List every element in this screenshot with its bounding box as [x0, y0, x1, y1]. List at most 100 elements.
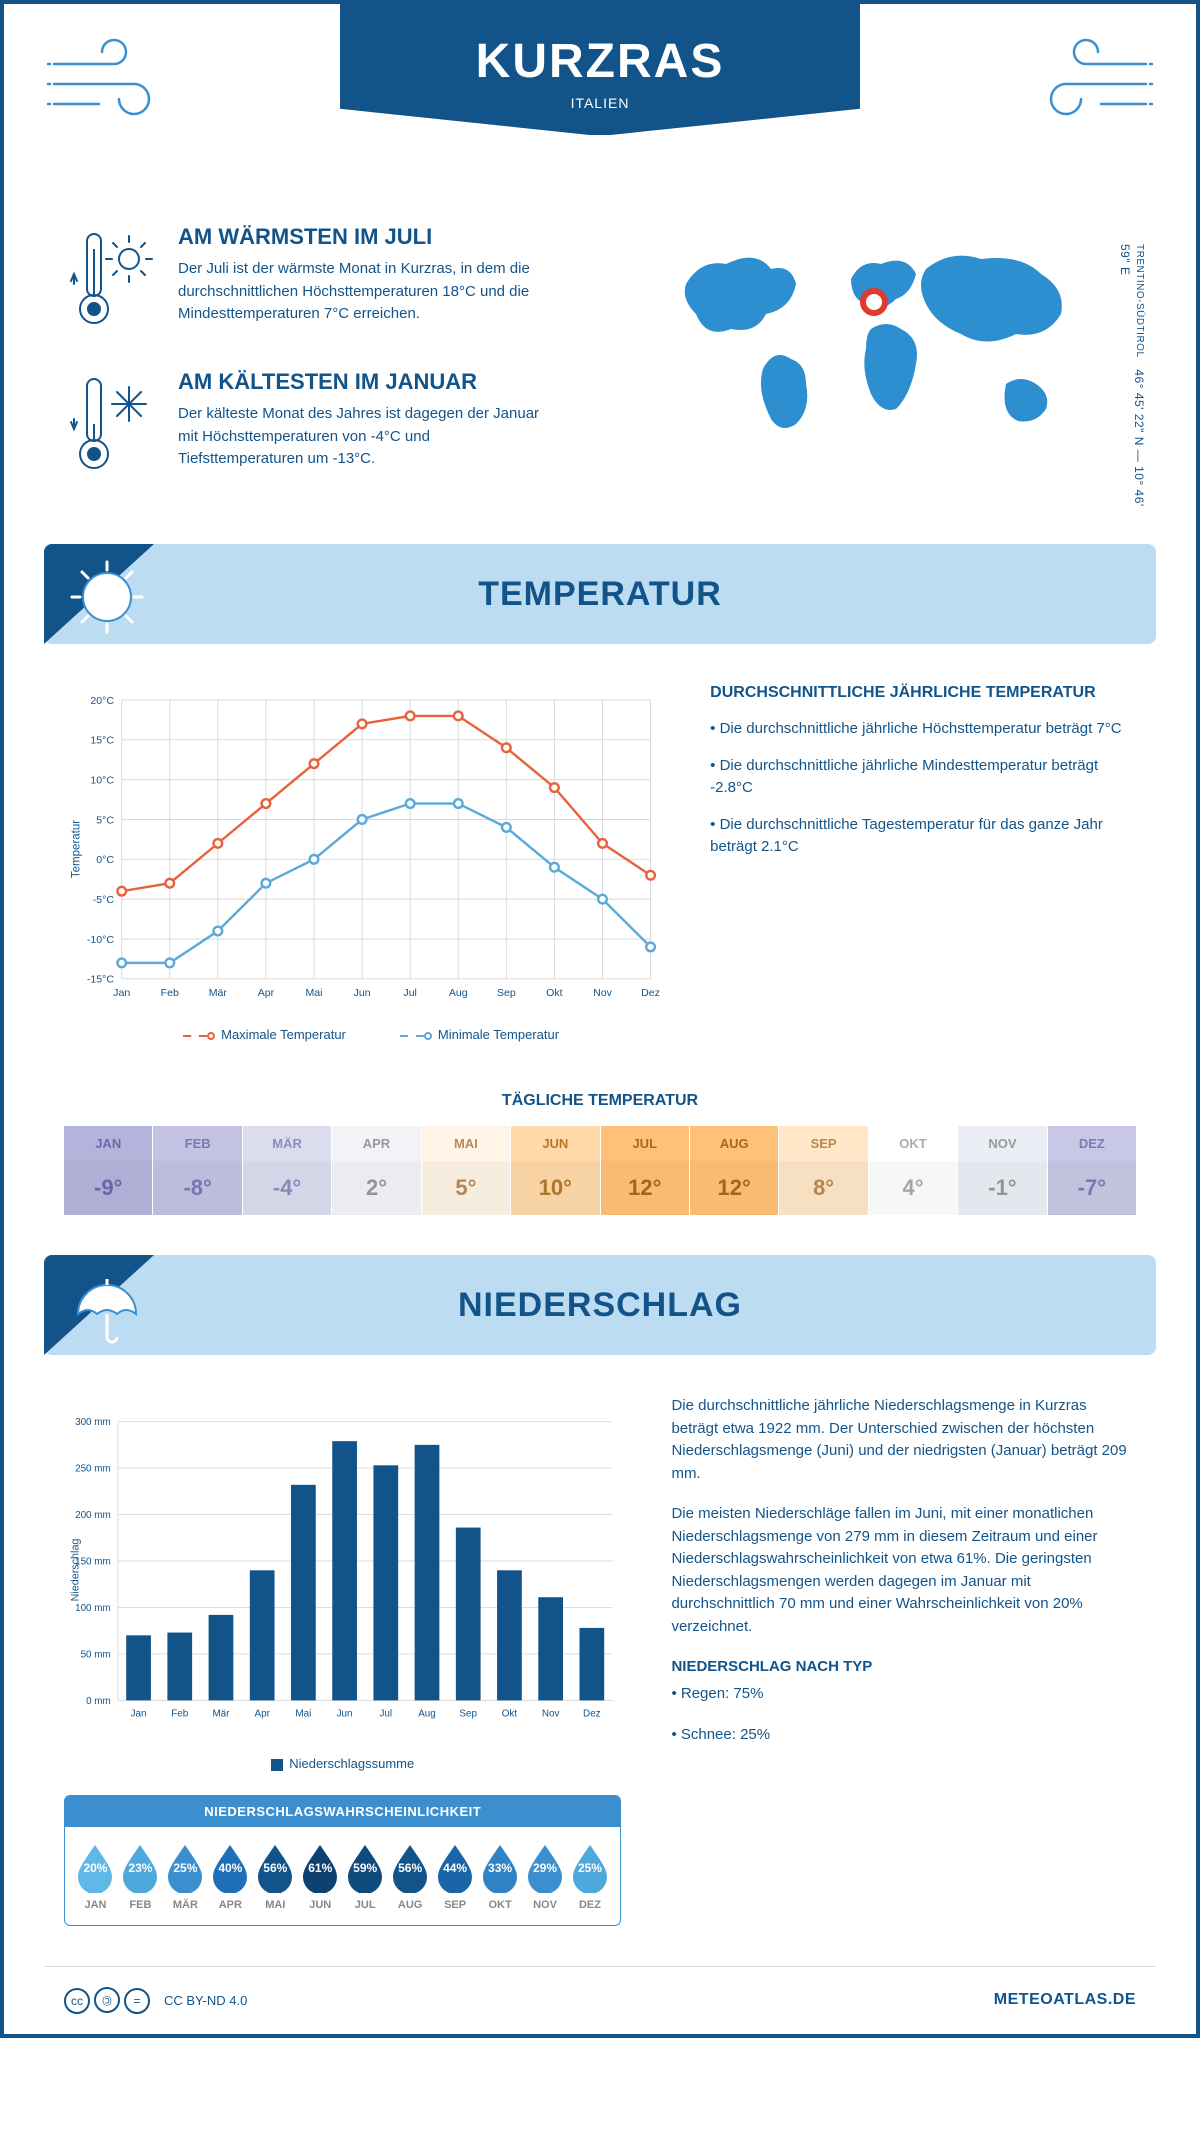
daily-temp-cell: OKT4° — [869, 1126, 958, 1215]
precip-notes: Die durchschnittliche jährliche Niedersc… — [671, 1395, 1136, 1926]
precip-prob-cell: 33%OKT — [478, 1841, 523, 1911]
svg-text:300 mm: 300 mm — [75, 1417, 111, 1428]
daily-temp-cell: MÄR-4° — [243, 1126, 332, 1215]
precip-prob-cell: 61%JUN — [298, 1841, 343, 1911]
page-title: KURZRAS — [340, 34, 860, 89]
precip-type-item: • Schnee: 25% — [671, 1724, 1136, 1747]
svg-text:Jun: Jun — [337, 1709, 353, 1720]
svg-text:Apr: Apr — [258, 987, 275, 999]
title-banner: KURZRAS ITALIEN — [340, 4, 860, 135]
svg-text:Jul: Jul — [379, 1709, 392, 1720]
precip-prob-cell: 59%JUL — [343, 1841, 388, 1911]
header: KURZRAS ITALIEN — [4, 4, 1196, 204]
svg-text:Feb: Feb — [171, 1709, 189, 1720]
temp-title: TEMPERATUR — [478, 575, 722, 614]
svg-text:Nov: Nov — [593, 987, 613, 999]
daily-temp-cell: JAN-9° — [64, 1126, 153, 1215]
precip-body: 0 mm50 mm100 mm150 mm200 mm250 mm300 mmJ… — [4, 1355, 1196, 1946]
wind-icon — [44, 34, 174, 129]
temp-note-bullet: • Die durchschnittliche jährliche Höchst… — [710, 718, 1136, 741]
legend-item: Minimale Temperatur — [382, 1027, 559, 1042]
temp-notes: DURCHSCHNITTLICHE JÄHRLICHE TEMPERATUR •… — [710, 684, 1136, 1042]
temp-note-bullet: • Die durchschnittliche Tagestemperatur … — [710, 814, 1136, 859]
daily-temp-cell: MAI5° — [422, 1126, 511, 1215]
daily-temp-cell: SEP8° — [779, 1126, 868, 1215]
daily-temp-cell: JUN10° — [511, 1126, 600, 1215]
svg-text:Jun: Jun — [354, 987, 371, 999]
svg-text:20°C: 20°C — [90, 695, 114, 707]
svg-text:Niederschlag: Niederschlag — [69, 1539, 81, 1602]
svg-text:Nov: Nov — [542, 1709, 560, 1720]
precip-prob-cell: 23%FEB — [118, 1841, 163, 1911]
map-column: TRENTINO-SÜDTIROL 46° 45' 22" N — 10° 46… — [656, 224, 1136, 514]
svg-text:Sep: Sep — [459, 1709, 477, 1720]
brand: METEOATLAS.DE — [994, 1991, 1136, 2009]
temp-body: -15°C-10°C-5°C0°C5°C10°C15°C20°CJanFebMä… — [4, 644, 1196, 1062]
fact-coldest: AM KÄLTESTEN IM JANUAR Der kälteste Mona… — [64, 369, 616, 484]
daily-temp-cell: NOV-1° — [958, 1126, 1047, 1215]
daily-temp-title: TÄGLICHE TEMPERATUR — [4, 1092, 1196, 1110]
precip-prob-cell: 25%DEZ — [567, 1841, 612, 1911]
daily-temp-cell: AUG12° — [690, 1126, 779, 1215]
svg-text:Dez: Dez — [641, 987, 660, 999]
svg-text:10°C: 10°C — [90, 774, 114, 786]
svg-text:-5°C: -5°C — [93, 894, 115, 906]
page: KURZRAS ITALIEN AM WÄRMSTEN IM JULI Der … — [0, 0, 1200, 2038]
svg-text:Aug: Aug — [449, 987, 468, 999]
svg-text:Mär: Mär — [209, 987, 228, 999]
thermometer-sun-icon — [64, 224, 154, 339]
precip-prob-cell: 44%SEP — [433, 1841, 478, 1911]
svg-text:Okt: Okt — [502, 1709, 518, 1720]
svg-text:0 mm: 0 mm — [86, 1696, 111, 1707]
svg-text:Sep: Sep — [497, 987, 516, 999]
fact-warm-title: AM WÄRMSTEN IM JULI — [178, 224, 558, 250]
svg-text:Apr: Apr — [254, 1709, 270, 1720]
svg-text:Dez: Dez — [583, 1709, 601, 1720]
precip-title: NIEDERSCHLAG — [458, 1286, 742, 1325]
svg-text:Jan: Jan — [113, 987, 130, 999]
precip-prob-cell: 56%AUG — [388, 1841, 433, 1911]
svg-text:Mai: Mai — [295, 1709, 311, 1720]
world-map — [656, 224, 1136, 469]
svg-text:15°C: 15°C — [90, 735, 114, 747]
daily-temp-cell: JUL12° — [601, 1126, 690, 1215]
precip-prob-cell: 25%MÄR — [163, 1841, 208, 1911]
fact-warm-text: Der Juli ist der wärmste Monat in Kurzra… — [178, 258, 558, 326]
intro-row: AM WÄRMSTEN IM JULI Der Juli ist der wär… — [4, 204, 1196, 544]
precip-section-banner: NIEDERSCHLAG — [44, 1255, 1156, 1355]
cc-icons: cc🄯= — [64, 1987, 154, 2014]
precip-legend: Niederschlagssumme — [64, 1756, 621, 1771]
precip-prob-cell: 20%JAN — [73, 1841, 118, 1911]
svg-text:Mär: Mär — [212, 1709, 230, 1720]
daily-temp-cell: FEB-8° — [153, 1126, 242, 1215]
precip-prob-cell: 56%MAI — [253, 1841, 298, 1911]
svg-text:0°C: 0°C — [96, 854, 114, 866]
svg-text:Jan: Jan — [131, 1709, 147, 1720]
daily-temp-cell: DEZ-7° — [1048, 1126, 1136, 1215]
svg-text:-10°C: -10°C — [87, 934, 114, 946]
temp-line-chart: -15°C-10°C-5°C0°C5°C10°C15°C20°CJanFebMä… — [64, 684, 660, 1042]
precip-bar-chart: 0 mm50 mm100 mm150 mm200 mm250 mm300 mmJ… — [64, 1395, 621, 1771]
svg-text:Temperatur: Temperatur — [70, 820, 82, 878]
temp-section-banner: TEMPERATUR — [44, 544, 1156, 644]
precip-probability-box: NIEDERSCHLAGSWAHRSCHEINLICHKEIT 20%JAN23… — [64, 1795, 621, 1926]
svg-text:-15°C: -15°C — [87, 974, 114, 986]
svg-text:Okt: Okt — [546, 987, 562, 999]
facts-column: AM WÄRMSTEN IM JULI Der Juli ist der wär… — [64, 224, 616, 514]
svg-text:Jul: Jul — [403, 987, 417, 999]
fact-cold-text: Der kälteste Monat des Jahres ist dagege… — [178, 403, 558, 471]
svg-text:Feb: Feb — [161, 987, 179, 999]
coordinates: TRENTINO-SÜDTIROL 46° 45' 22" N — 10° 46… — [1118, 244, 1146, 514]
svg-text:Aug: Aug — [418, 1709, 436, 1720]
svg-text:Mai: Mai — [305, 987, 322, 999]
daily-temp-grid: JAN-9°FEB-8°MÄR-4°APR2°MAI5°JUN10°JUL12°… — [64, 1126, 1136, 1215]
temp-legend: Maximale TemperaturMinimale Temperatur — [64, 1027, 660, 1042]
svg-text:250 mm: 250 mm — [75, 1464, 111, 1475]
license: cc🄯= CC BY-ND 4.0 — [64, 1987, 247, 2014]
precip-type-item: • Regen: 75% — [671, 1683, 1136, 1706]
umbrella-icon — [68, 1269, 146, 1352]
thermometer-snow-icon — [64, 369, 154, 484]
fact-warmest: AM WÄRMSTEN IM JULI Der Juli ist der wär… — [64, 224, 616, 339]
temp-note-bullet: • Die durchschnittliche jährliche Mindes… — [710, 755, 1136, 800]
footer: cc🄯= CC BY-ND 4.0 METEOATLAS.DE — [44, 1966, 1156, 2034]
